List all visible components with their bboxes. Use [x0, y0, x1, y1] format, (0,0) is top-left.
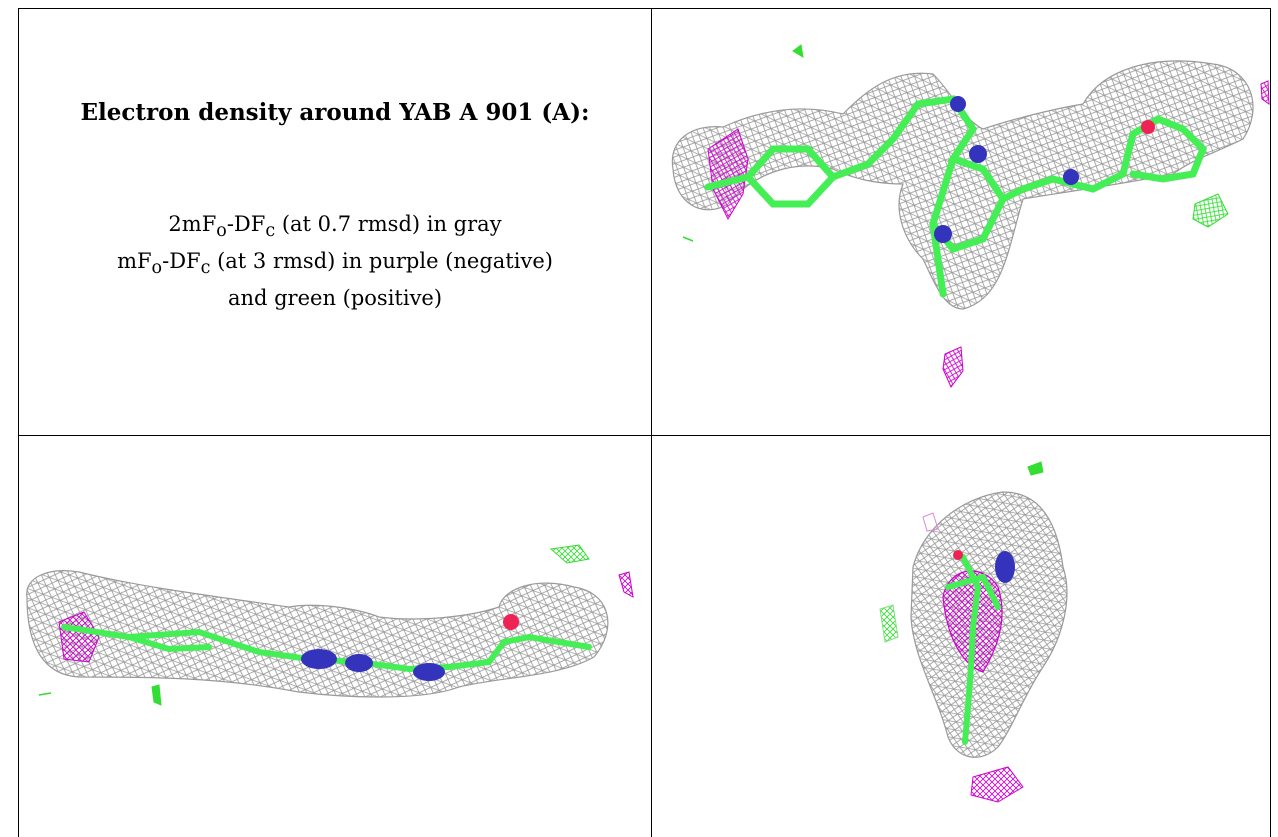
negative-density-blob	[942, 346, 964, 388]
table-border-middle-horizontal	[18, 435, 1271, 436]
legend-line-2: mFo-DFc (at 3 rmsd) in purple (negative)	[117, 249, 553, 279]
table-border-right	[1270, 8, 1271, 837]
negative-density-blob	[922, 512, 939, 532]
table-border-top	[18, 8, 1271, 9]
density-render-top	[671, 44, 1270, 388]
negative-density-blob	[1260, 80, 1270, 106]
negative-density-blob	[970, 766, 1024, 803]
nitrogen-atoms	[995, 551, 1015, 583]
positive-density-blob	[151, 684, 162, 706]
table-border-left	[18, 8, 19, 837]
negative-density-blob	[618, 571, 634, 598]
legend-line-3: and green (positive)	[227, 286, 443, 311]
legend-text: 2mFo-DFc (at 0.7 rmsd) in gray mFo-DFc (…	[19, 209, 651, 313]
density-mesh-gray	[671, 60, 1254, 310]
caption-cell: Electron density around YAB A 901 (A): 2…	[19, 9, 651, 435]
nitrogen-atoms	[934, 96, 1079, 243]
legend-line-1: 2mFo-DFc (at 0.7 rmsd) in gray	[168, 212, 502, 242]
negative-density-blob	[58, 611, 100, 663]
oxygen-atom	[1141, 120, 1155, 134]
nitrogen-atoms	[301, 649, 445, 681]
positive-density-blob	[879, 604, 899, 643]
ligand-sticks	[945, 554, 1001, 745]
positive-density-blob	[549, 544, 590, 564]
ligand-sticks	[61, 624, 592, 673]
table-border-middle-vertical	[651, 8, 652, 837]
density-view-side	[19, 437, 651, 837]
positive-density-fragment	[38, 692, 52, 696]
figure-title: Electron density around YAB A 901 (A):	[80, 99, 590, 126]
density-view-top	[653, 9, 1270, 435]
oxygen-atom	[503, 614, 519, 630]
density-view-end	[653, 437, 1270, 837]
density-render-side	[26, 544, 634, 706]
positive-density-fragment	[682, 236, 694, 242]
oxygen-atom	[953, 550, 963, 560]
density-render-end	[879, 461, 1068, 803]
positive-density-blob	[1027, 461, 1044, 476]
positive-density-blob	[1192, 193, 1229, 228]
positive-density-blob	[792, 44, 804, 58]
